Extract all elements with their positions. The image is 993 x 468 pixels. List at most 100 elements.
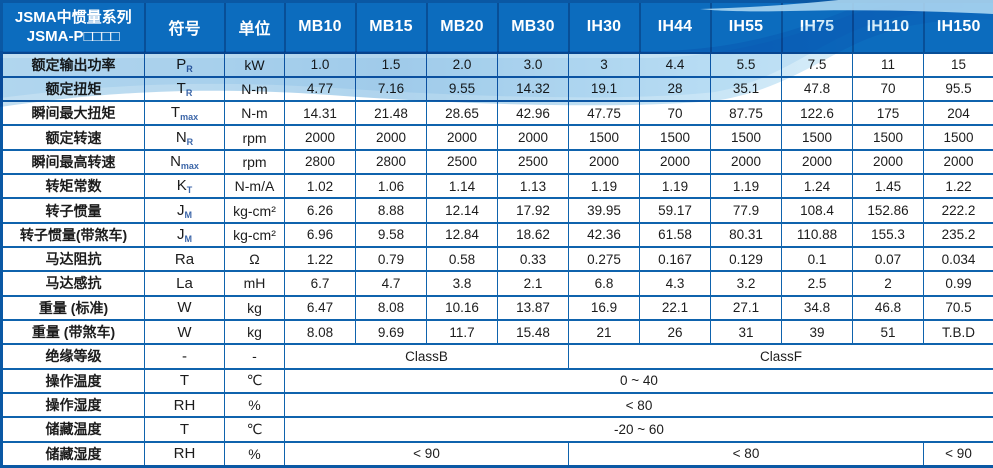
- header-row: JSMA中惯量系列 JSMA-P□□□□ 符号 单位 MB10 MB15 MB2…: [0, 0, 993, 54]
- cell-value: 0.99: [923, 270, 993, 297]
- column-header-symbol: 符号: [143, 0, 226, 54]
- cell-value: 12.84: [426, 221, 498, 248]
- row-unit: -: [224, 343, 285, 370]
- cell-value: 70: [639, 100, 711, 126]
- row-unit: Ω: [224, 245, 285, 272]
- column-header-model: IH110: [851, 0, 925, 54]
- cell-value: 1.19: [568, 173, 640, 199]
- cell-value: 1.45: [852, 173, 924, 199]
- cell-value: 7.5: [781, 51, 853, 78]
- cell-value: 3.2: [710, 270, 782, 297]
- cell-value: 1.22: [923, 173, 993, 199]
- cell-value-merged: < 90: [923, 440, 993, 467]
- cell-value: 2.0: [426, 51, 498, 78]
- cell-value: 42.96: [497, 100, 569, 126]
- cell-value: 0.167: [639, 245, 711, 272]
- cell-value: 34.8: [781, 294, 853, 321]
- row-label: 绝缘等级: [1, 343, 145, 370]
- cell-value: 77.9: [710, 197, 782, 224]
- series-title-line1: JSMA中惯量系列: [14, 8, 132, 26]
- cell-value: 5.5: [710, 51, 782, 78]
- cell-value: 4.77: [284, 75, 356, 102]
- cell-value: 3: [568, 51, 640, 78]
- table-row: 马达阻抗 Ra Ω 1.22 0.79 0.58 0.33 0.275 0.167 0.129 0.…: [1, 245, 993, 272]
- table-row: 瞬间最大扭矩 Tmax N-m 14.31 21.48 28.65 42.96 47.75 70…: [1, 100, 993, 126]
- cell-value: 6.96: [284, 221, 356, 248]
- cell-value-merged: ClassF: [568, 343, 993, 370]
- row-unit: kW: [224, 51, 285, 78]
- row-unit: kg: [224, 294, 285, 321]
- column-header-model: IH150: [922, 0, 993, 54]
- row-unit: %: [224, 391, 285, 418]
- row-unit: rpm: [224, 124, 285, 151]
- row-label: 储藏湿度: [1, 440, 145, 467]
- cell-value: 1.06: [355, 173, 427, 199]
- row-label: 转矩常数: [1, 173, 145, 199]
- row-unit: %: [224, 440, 285, 467]
- cell-value-merged: 0 ~ 40: [284, 367, 993, 394]
- row-symbol: KT: [144, 173, 225, 199]
- cell-value: 1500: [710, 124, 782, 151]
- cell-value: 95.5: [923, 75, 993, 102]
- cell-value: 1.5: [355, 51, 427, 78]
- row-symbol: RH: [144, 440, 225, 467]
- cell-value: 175: [852, 100, 924, 126]
- row-label: 马达感抗: [1, 270, 145, 297]
- cell-value: 7.16: [355, 75, 427, 102]
- cell-value: 70: [852, 75, 924, 102]
- row-unit: rpm: [224, 148, 285, 175]
- cell-value: 9.58: [355, 221, 427, 248]
- cell-value: 2800: [284, 148, 356, 175]
- cell-value: 8.88: [355, 197, 427, 224]
- column-header-model: MB10: [283, 0, 357, 54]
- column-header-model: MB30: [496, 0, 570, 54]
- row-symbol: JM: [144, 197, 225, 224]
- cell-value: 6.8: [568, 270, 640, 297]
- cell-value: 0.129: [710, 245, 782, 272]
- cell-value: 235.2: [923, 221, 993, 248]
- cell-value-merged: < 90: [284, 440, 569, 467]
- cell-value: 0.58: [426, 245, 498, 272]
- table-row: 操作温度 T ℃ 0 ~ 40: [1, 367, 993, 394]
- cell-value: 14.31: [284, 100, 356, 126]
- cell-value: 3.0: [497, 51, 569, 78]
- table-row: 储藏湿度 RH% < 90 < 80 < 90: [1, 440, 993, 467]
- row-unit: N-m: [224, 75, 285, 102]
- cell-value: 26: [639, 318, 711, 345]
- cell-value: 1.24: [781, 173, 853, 199]
- cell-value: 61.58: [639, 221, 711, 248]
- cell-value: 16.9: [568, 294, 640, 321]
- cell-value: 21.48: [355, 100, 427, 126]
- cell-value: 1.14: [426, 173, 498, 199]
- cell-value: 47.75: [568, 100, 640, 126]
- row-symbol: Ra: [144, 245, 225, 272]
- cell-value: 108.4: [781, 197, 853, 224]
- table-row: 转子惯量 JM kg-cm² 6.26 8.88 12.14 17.92 39.95 59.17…: [1, 197, 993, 224]
- cell-value: 2: [852, 270, 924, 297]
- cell-value: 18.62: [497, 221, 569, 248]
- row-symbol: -: [144, 343, 225, 370]
- cell-value: 2.1: [497, 270, 569, 297]
- cell-value: 22.1: [639, 294, 711, 321]
- column-header-model: IH55: [709, 0, 783, 54]
- cell-value: 10.16: [426, 294, 498, 321]
- row-symbol: T: [144, 416, 225, 443]
- cell-value: 9.69: [355, 318, 427, 345]
- cell-value: 2000: [568, 148, 640, 175]
- cell-value: 70.5: [923, 294, 993, 321]
- cell-value: 6.7: [284, 270, 356, 297]
- cell-value: 1.19: [710, 173, 782, 199]
- cell-value: 0.034: [923, 245, 993, 272]
- table-row: 额定转速 NR rpm 2000 2000 2000 2000 1500 1500 1500 150…: [1, 124, 993, 151]
- cell-value: 4.3: [639, 270, 711, 297]
- row-unit: ℃: [224, 416, 285, 443]
- cell-value: 8.08: [284, 318, 356, 345]
- series-title: JSMA中惯量系列 JSMA-P□□□□: [0, 0, 146, 54]
- cell-value: 204: [923, 100, 993, 126]
- row-unit: kg-cm²: [224, 221, 285, 248]
- table-body: 额定输出功率 PR kW 1.0 1.5 2.0 3.0 3 4.4 5.5 7.5 11 15 额定扭矩…: [1, 51, 993, 467]
- cell-value: 0.275: [568, 245, 640, 272]
- row-label: 重量 (标准): [1, 294, 145, 321]
